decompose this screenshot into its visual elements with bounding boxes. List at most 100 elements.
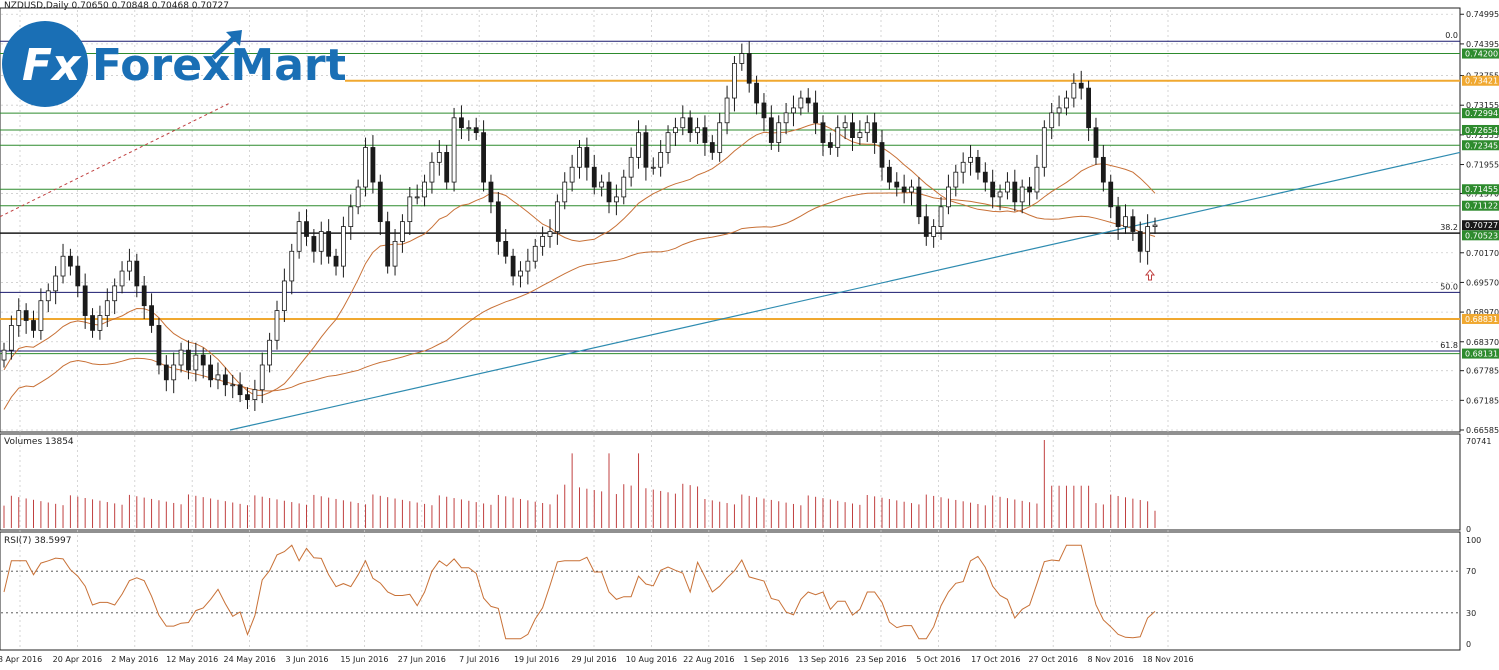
y-tick-label: 0.72555 [1466, 131, 1499, 140]
x-tick-label: 5 Oct 2016 [916, 655, 960, 664]
y-tick-label: 0.68970 [1466, 308, 1499, 317]
logo-text: ForexMart [92, 40, 345, 91]
candle-bull [946, 186, 951, 208]
candle-bull [650, 166, 656, 169]
candle-bear [584, 147, 590, 168]
candle-bear [23, 310, 29, 321]
x-tick-label: 8 Nov 2016 [1088, 655, 1134, 664]
candle-bear [916, 186, 922, 218]
candle-bear [156, 325, 162, 366]
candle-bull [1041, 127, 1047, 168]
x-tick-label: 3 Jun 2016 [285, 655, 328, 664]
candle-bear [377, 181, 383, 223]
volume-title: Volumes 13854 [4, 437, 74, 447]
grid-lines [1, 10, 1455, 648]
candle-bear [459, 117, 464, 129]
x-tick-label: 10 Aug 2016 [626, 655, 677, 664]
y-tick-label: 0.66585 [1466, 426, 1499, 435]
candle-bull [429, 161, 435, 183]
logo-circle-icon [2, 21, 88, 107]
candle-bear [879, 142, 885, 168]
x-tick-label: 18 Nov 2016 [1142, 655, 1193, 664]
x-tick-label: 20 Apr 2016 [53, 655, 102, 664]
candle-bull [267, 339, 273, 366]
x-tick-label: 13 Sep 2016 [798, 655, 849, 664]
candle-bear [1012, 181, 1018, 203]
forexmart-logo: Fx ForexMart [0, 14, 347, 114]
candle-bear [1027, 186, 1032, 193]
candle-bear [163, 364, 169, 381]
x-tick-label: 8 Apr 2016 [0, 655, 42, 664]
price-tag-label: 0.74200 [1465, 50, 1498, 59]
candle-bear [326, 231, 332, 257]
candle-bull [230, 384, 236, 387]
candle-bear [245, 394, 250, 400]
candle-bull [554, 201, 560, 232]
candle-bull [392, 241, 398, 267]
candle-bull [960, 161, 966, 173]
candle-bull [8, 325, 14, 351]
candle-bull [215, 374, 221, 381]
x-tick-label: 23 Sep 2016 [856, 655, 907, 664]
candle-bull [621, 176, 627, 198]
price-tag-label: 0.73421 [1465, 77, 1498, 86]
logo-arrow-icon [226, 30, 242, 46]
candle-bull [798, 97, 804, 109]
candle-bear [886, 166, 892, 183]
x-tick-label: 7 Jul 2016 [459, 655, 499, 664]
price-tag-label: 0.70523 [1465, 231, 1498, 240]
y-tick-label: 0.69570 [1466, 278, 1499, 287]
candle-bull [1071, 82, 1077, 99]
candle-bear [1086, 87, 1091, 129]
candle-bull [104, 300, 110, 316]
candle-bear [82, 285, 88, 316]
candle-bull [791, 107, 796, 114]
candle-bull [1064, 97, 1069, 109]
candle-bear [872, 122, 878, 143]
up-arrow-icon [1144, 269, 1156, 281]
price-panel [0, 7, 1461, 433]
candle-bear [68, 255, 73, 267]
candle-bull [613, 196, 619, 203]
y-tick-label: 0.70170 [1466, 249, 1499, 258]
candle-bull [193, 354, 199, 371]
candle-bull [451, 117, 457, 183]
candle-bull [864, 122, 870, 134]
candle-bull [281, 280, 287, 312]
price-tag-label: 0.68131 [1465, 350, 1498, 359]
candle-bull [732, 63, 737, 99]
candle-bear [473, 127, 479, 134]
x-tick-label: 12 May 2016 [166, 655, 218, 664]
volume-tick-label: 70741 [1466, 437, 1491, 446]
candle-bull [931, 226, 937, 237]
candle-bear [31, 320, 36, 331]
x-tick-label: 1 Sep 2016 [743, 655, 789, 664]
candle-bear [850, 122, 855, 138]
candle-bull [1123, 216, 1128, 227]
price-axis: 0.749950.743950.737550.731550.725550.719… [1460, 10, 1499, 649]
candle-bull [289, 250, 295, 282]
candle-bull [296, 221, 302, 252]
candle-bear [90, 315, 95, 331]
candle-bear [805, 97, 811, 104]
candle-bear [481, 132, 486, 183]
volume-panel [0, 433, 1461, 531]
price-tag [1462, 200, 1499, 211]
candle-bull [340, 226, 346, 267]
candle-bear [1137, 231, 1143, 252]
rsi-title: RSI(7) 38.5997 [4, 536, 71, 546]
price-tag [1462, 75, 1499, 86]
price-tag-label: 0.72654 [1465, 126, 1498, 135]
price-tag [1462, 220, 1499, 231]
rsi-panel [0, 531, 1461, 651]
price-tag [1462, 184, 1499, 195]
candle-bear [444, 152, 450, 183]
candle-bull [318, 231, 324, 252]
candle-bear [1108, 181, 1114, 208]
candle-bear [75, 265, 81, 287]
candle-bull [45, 290, 51, 302]
x-tick-label: 17 Oct 2016 [971, 655, 1020, 664]
candle-bull [658, 152, 664, 168]
rsi-series [1, 544, 1460, 640]
